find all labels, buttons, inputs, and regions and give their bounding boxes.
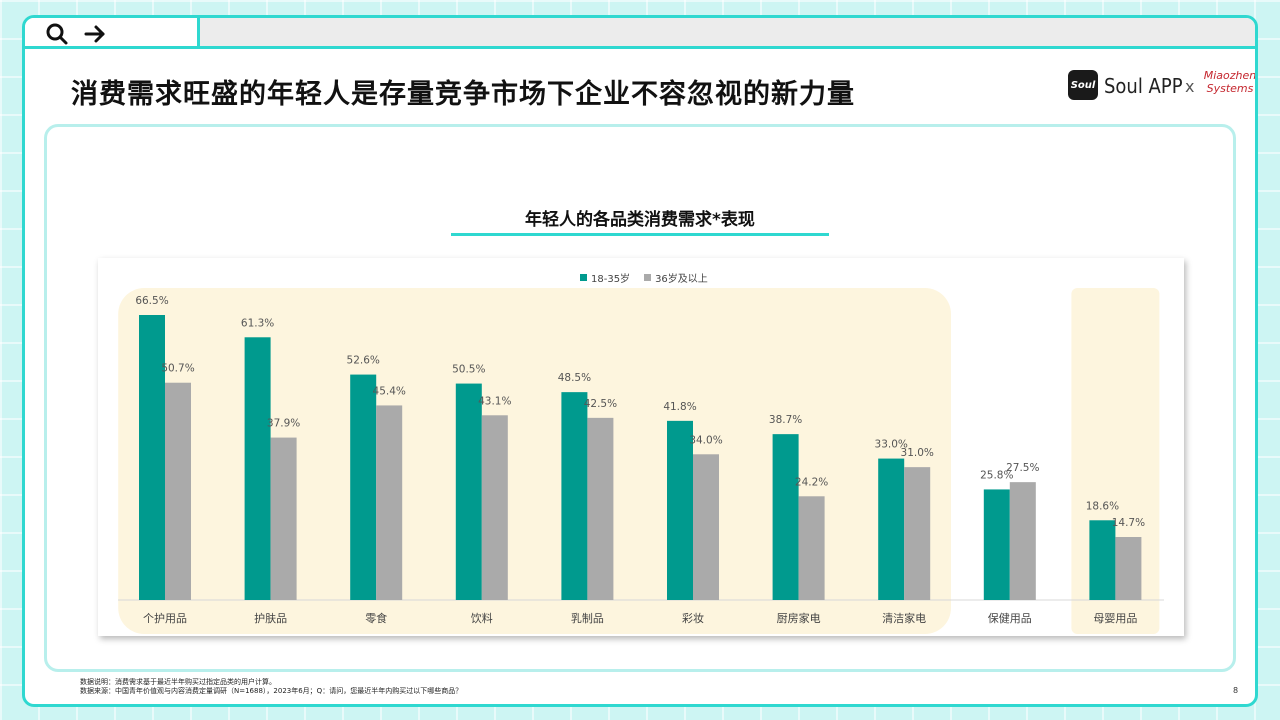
data-label-old-0: 50.7% (161, 363, 194, 375)
highlight-band-0 (118, 288, 951, 634)
data-label-young-8: 25.8% (980, 469, 1013, 481)
footnote-data-note: 数据说明：消费需求基于最近半年购买过指定品类的用户计算。 (80, 678, 276, 686)
data-label-young-7: 33.0% (875, 439, 908, 451)
data-label-old-2: 45.4% (373, 385, 406, 397)
chart-title-main: 年轻人的各品类消费需求 (525, 210, 713, 230)
data-label-old-3: 43.1% (478, 395, 511, 407)
x-tick-label-6: 厨房家电 (777, 611, 821, 625)
bar-old-8 (1009, 482, 1036, 600)
chart-card: 66.5% 50.7% 个护用品 61.3% 37.9% 护肤品 52.6% 45.4% 零食 5… (98, 258, 1184, 636)
bar-young-3 (455, 383, 482, 600)
soul-app-name: Soul APP (1104, 74, 1183, 98)
soul-logo-icon: Soul (1068, 70, 1098, 100)
top-bar (25, 18, 1255, 49)
bar-old-4 (587, 417, 614, 600)
data-label-old-8: 27.5% (1006, 462, 1039, 474)
bar-old-0 (165, 382, 191, 600)
data-label-old-5: 34.0% (689, 434, 722, 446)
bar-old-2 (376, 405, 403, 600)
miaozhen-line2: Systems (1206, 82, 1254, 95)
page-title: 消费需求旺盛的年轻人是存量竞争市场下企业不容忽视的新力量 (71, 79, 855, 110)
data-label-old-6: 24.2% (795, 476, 828, 488)
x-tick-label-7: 清洁家电 (882, 611, 926, 625)
bar-old-9 (1115, 537, 1142, 600)
data-label-young-9: 18.6% (1086, 500, 1119, 512)
x-tick-label-9: 母婴用品 (1093, 612, 1137, 625)
data-label-young-4: 48.5% (558, 372, 591, 384)
bar-young-9 (1089, 520, 1116, 600)
top-bar-tab (25, 18, 200, 46)
miaozhen-line1: Miaozhen (1203, 69, 1257, 82)
x-tick-label-0: 个护用品 (143, 611, 187, 625)
footnote-data-source: 数据来源：中国青年价值观与内容消费定量调研（N=1688），2023年6月；Q：… (80, 687, 463, 695)
bar-young-2 (350, 374, 377, 600)
data-label-young-3: 50.5% (452, 364, 485, 376)
legend-label-young: 18-35岁 (591, 274, 631, 285)
bar-old-7 (904, 467, 931, 600)
x-tick-label-8: 保健用品 (988, 611, 1032, 625)
chart-title-underline (451, 233, 829, 236)
data-label-old-7: 31.0% (901, 447, 934, 459)
chart-legend: 18-35岁 36岁及以上 (580, 270, 708, 285)
x-tick-label-2: 零食 (365, 611, 387, 625)
bar-old-3 (481, 415, 508, 600)
chart-title: 年轻人的各品类消费需求*表现 (0, 205, 1280, 230)
bar-young-6 (772, 434, 799, 600)
data-label-old-4: 42.5% (584, 398, 617, 410)
data-label-young-2: 52.6% (347, 355, 380, 367)
data-label-young-1: 61.3% (241, 317, 274, 329)
legend-label-old: 36岁及以上 (655, 274, 708, 285)
bar-young-8 (983, 489, 1010, 600)
bar-old-6 (798, 496, 825, 600)
x-tick-label-5: 彩妆 (682, 612, 704, 625)
data-label-old-9: 14.7% (1112, 517, 1145, 529)
data-label-old-1: 37.9% (267, 418, 300, 430)
arrow-right-icon[interactable] (83, 22, 107, 46)
x-tick-label-3: 饮料 (471, 611, 493, 625)
chart-title-suffix: *表现 (712, 210, 755, 230)
page-number: 8 (1233, 686, 1239, 695)
x-tick-label-1: 护肤品 (254, 611, 287, 625)
legend-swatch-young (580, 274, 587, 281)
bar-young-1 (244, 337, 271, 600)
bar-young-0 (139, 315, 165, 600)
search-icon[interactable] (45, 22, 69, 46)
bar-old-1 (270, 437, 297, 600)
legend-item-young: 18-35岁 (580, 270, 630, 285)
soul-logo-mark: Soul (1070, 79, 1096, 91)
x-tick-label-4: 乳制品 (571, 612, 604, 625)
bar-young-4 (561, 392, 588, 600)
data-label-young-5: 41.8% (663, 401, 696, 413)
bar-young-7 (878, 458, 905, 600)
bar-chart: 66.5% 50.7% 个护用品 61.3% 37.9% 护肤品 52.6% 45.4% 零食 5… (118, 288, 1164, 634)
data-label-young-6: 38.7% (769, 414, 802, 426)
miaozhen-logo: Miaozhen Systems (1203, 69, 1257, 95)
bar-young-5 (667, 420, 693, 600)
legend-swatch-old (644, 274, 652, 281)
data-label-young-0: 66.5% (135, 295, 168, 307)
brand-separator: x (1185, 77, 1195, 96)
bar-old-5 (693, 454, 719, 600)
legend-item-old: 36岁及以上 (644, 270, 708, 285)
